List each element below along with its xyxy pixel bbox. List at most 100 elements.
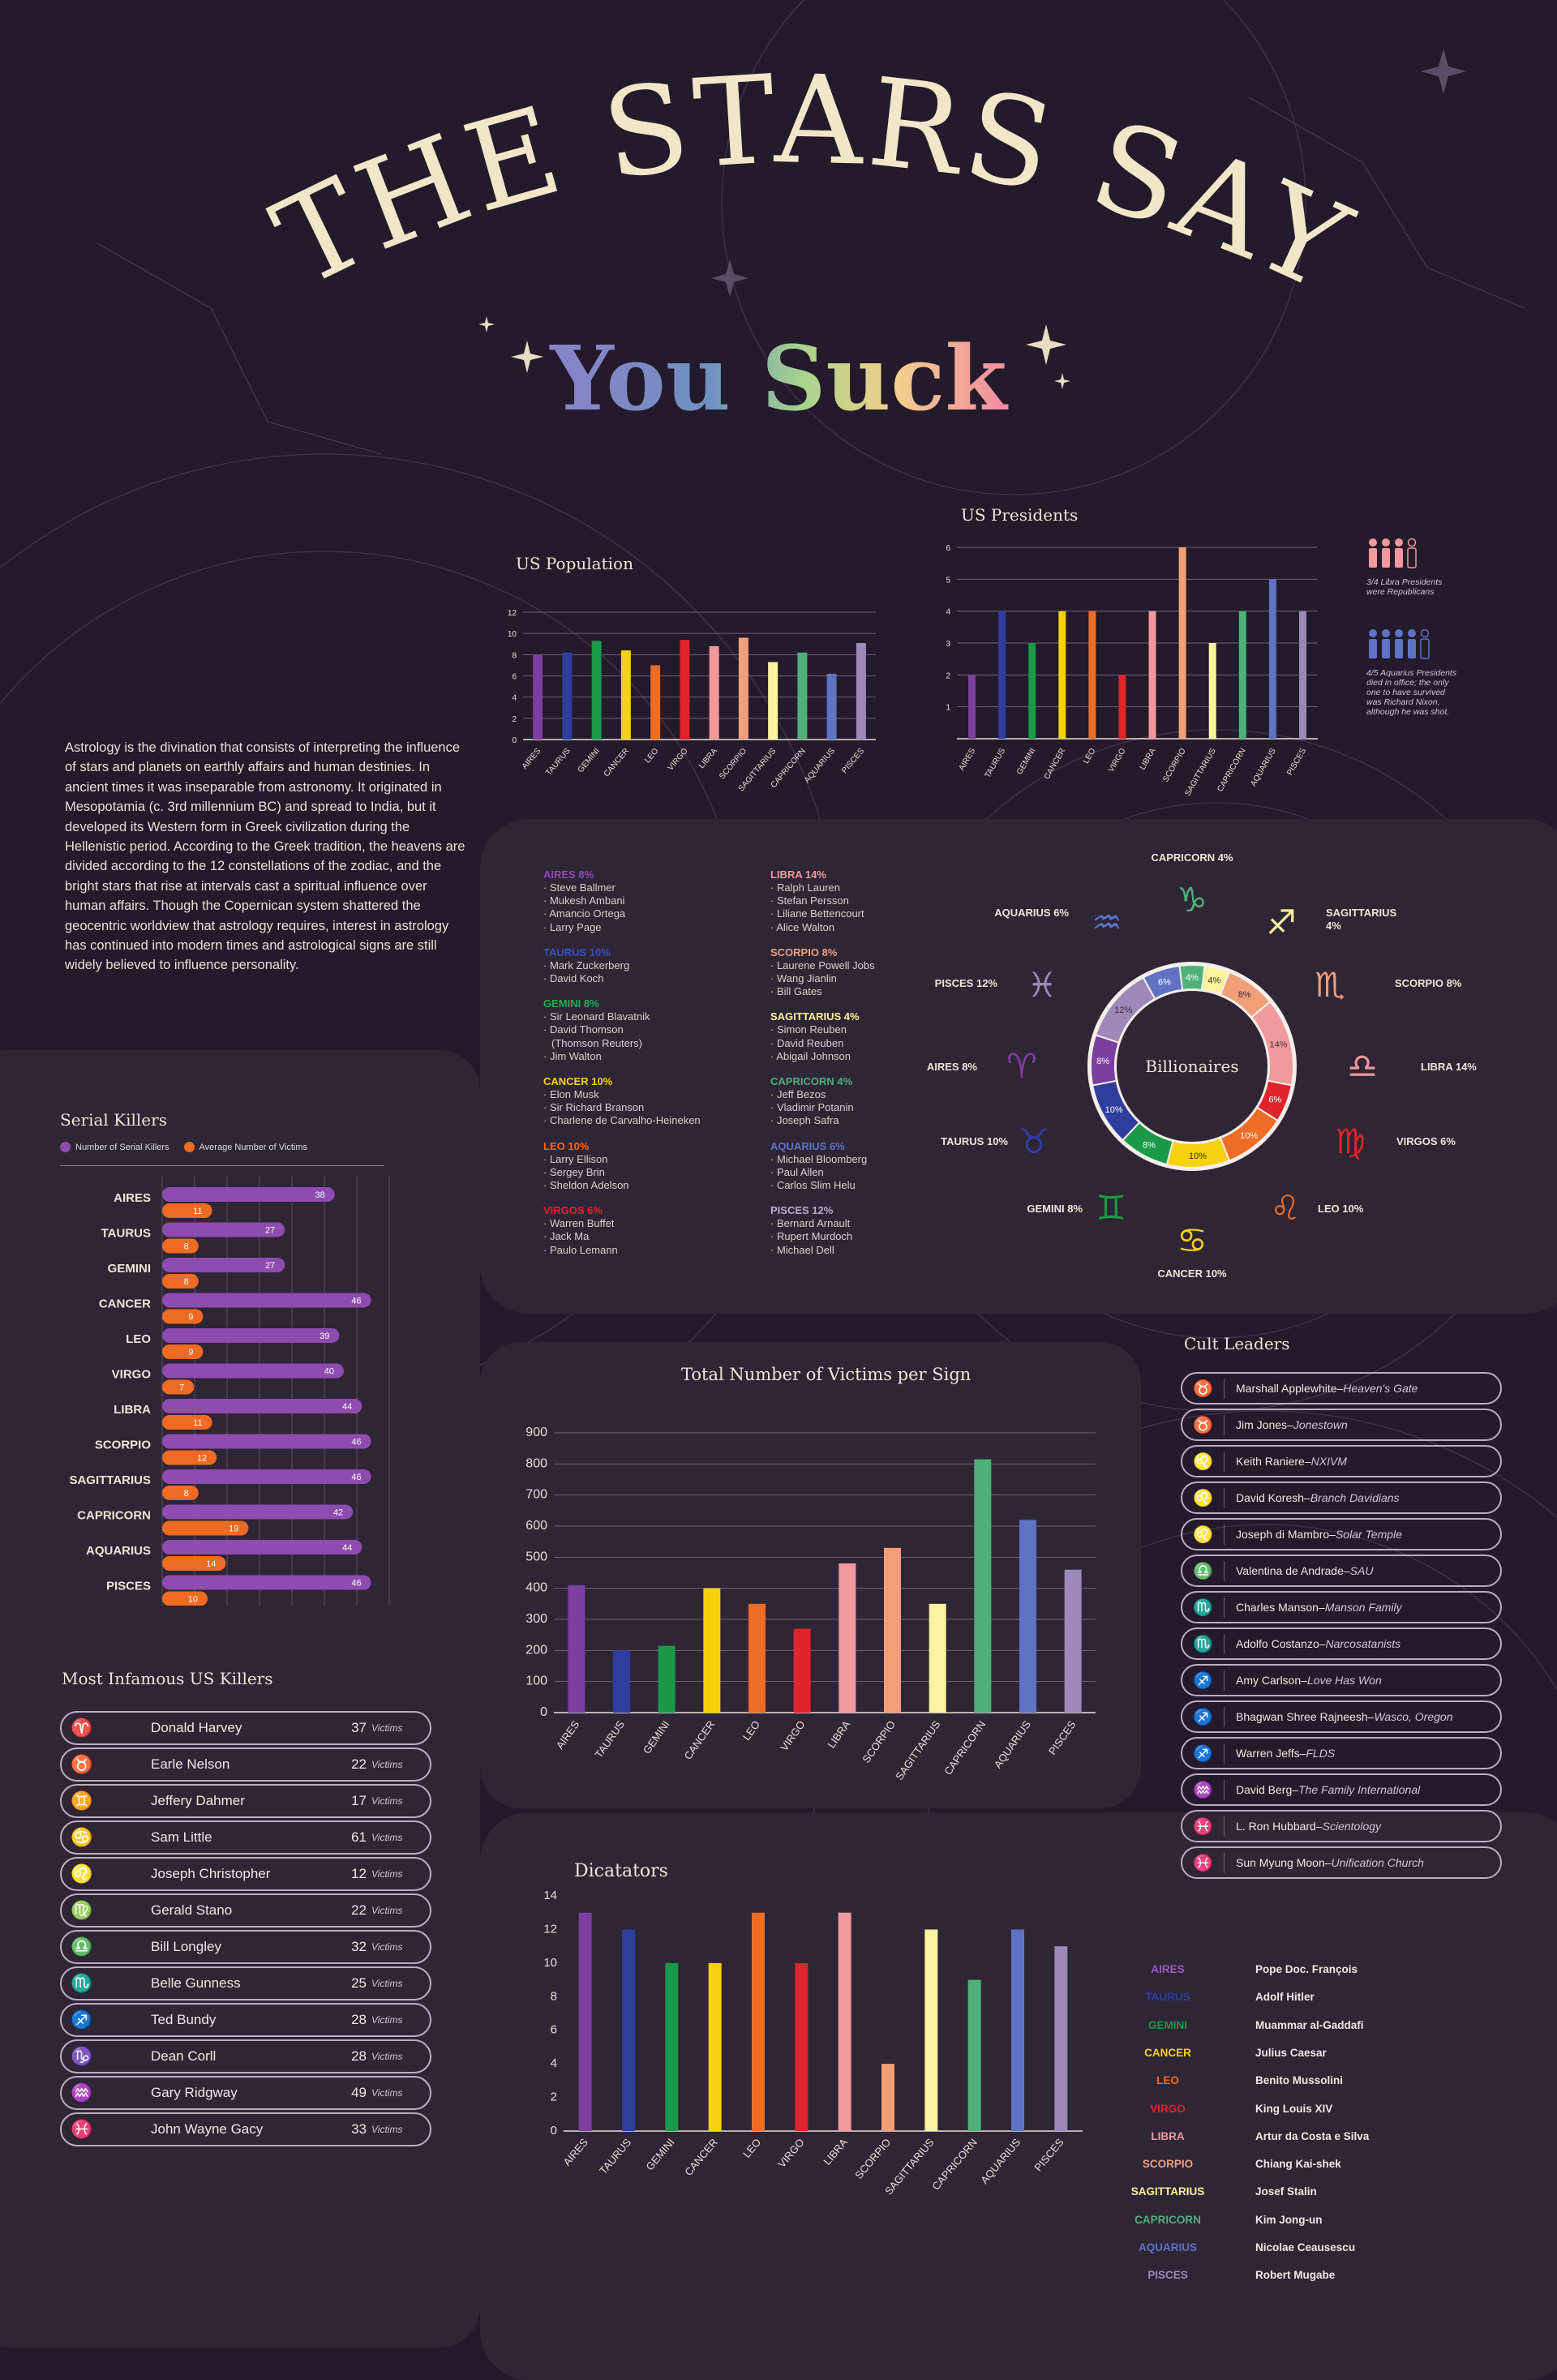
cult-leader: Marshall Applewhite–Heaven's Gate (1225, 1382, 1418, 1395)
x-tick-label: GEMINI (1015, 747, 1037, 776)
bar-capricorn (797, 652, 808, 740)
bar-value: 44 (342, 1402, 352, 1412)
x-tick-label: VIRGO (667, 747, 690, 773)
dictator-sign: SCORPIO (1142, 2158, 1194, 2171)
x-tick-label: SAGITTARIUS (893, 1718, 943, 1782)
x-tick-label: AQUARIUS (1249, 747, 1278, 788)
killer-name: Gerald Stano (151, 1902, 233, 1918)
dictator-name: Kim Jong-un (1255, 2213, 1323, 2226)
billionaire-name: · David Reuben (770, 1036, 844, 1049)
dictator-name: Nicolae Ceausescu (1255, 2241, 1356, 2253)
cult-leader-name: Valentina de Andrade– (1236, 1564, 1350, 1577)
bar-gemini (665, 1962, 679, 2131)
billionaire-name: · Mark Zuckerberg (543, 958, 630, 971)
serial-sign-label: AQUARIUS (86, 1544, 151, 1558)
billionaire-name: · Laurene Powell Jobs (770, 958, 875, 971)
cult-leader: David Koresh–Branch Davidians (1225, 1491, 1400, 1504)
title-graphic: THE STARS SAY You Suck (255, 49, 1367, 431)
y-tick-label: 3 (946, 640, 950, 649)
serial-sign-label: LEO (126, 1332, 151, 1346)
zodiac-icon: ♐ (1182, 1670, 1225, 1691)
cult-leader-name: Charles Manson– (1236, 1601, 1325, 1614)
cult-row: ♒ David Berg–The Family International (1181, 1773, 1502, 1806)
x-tick-label: TAURUS (597, 2136, 633, 2176)
bar-sagittarius (924, 1929, 938, 2131)
sparkle-icons (478, 316, 1070, 389)
cult-leader: Jim Jones–Jonestown (1225, 1418, 1348, 1431)
bar-aires (533, 654, 543, 740)
zodiac-icon: ♊ (1096, 1188, 1126, 1228)
bar-leo (1088, 611, 1096, 739)
bar-aquarius (1019, 1520, 1036, 1713)
x-tick-label: LIBRA (821, 2136, 850, 2168)
billionaire-name: · Steve Ballmer (543, 881, 616, 894)
y-tick-label: 700 (525, 1488, 547, 1502)
bar-value: 14 (206, 1559, 216, 1569)
zodiac-icon: ♌ (1182, 1451, 1225, 1472)
zodiac-icon: ♑ (71, 2046, 93, 2066)
x-tick-label: AIRES (958, 747, 978, 773)
bar-serial-killers (162, 1328, 340, 1343)
zodiac-icon: ♒ (1092, 903, 1122, 942)
killer-name: Jeffery Dahmer (151, 1793, 245, 1808)
killer-count: 25 (351, 1975, 367, 1991)
x-tick-label: CAPRICORN (1216, 747, 1248, 793)
serial-sign-label: CAPRICORN (77, 1509, 151, 1523)
dictator-sign: CAPRICORN (1135, 2213, 1201, 2226)
billionaire-name: (Thomson Reuters) (551, 1036, 642, 1049)
cult-leader: Sun Myung Moon–Unification Church (1225, 1856, 1424, 1869)
serial-sign-label: CANCER (99, 1297, 151, 1311)
bar-capricorn (1238, 611, 1246, 739)
cult-row: ♌ Keith Raniere–NXIVM (1181, 1445, 1502, 1477)
bar-leo (752, 1912, 765, 2131)
bar-value: 12 (197, 1454, 207, 1464)
cult-row: ♌ Joseph di Mambro–Solar Temple (1181, 1518, 1502, 1550)
killer-row: ♊ Jeffery Dahmer 17 Victims (60, 1784, 431, 1818)
zodiac-icon: ♋ (1177, 1220, 1207, 1260)
x-tick-label: LEO (740, 1718, 762, 1743)
x-tick-label: LEO (643, 747, 660, 765)
serial-killers-title: Serial Killers (60, 1110, 167, 1130)
dictator-sign: LEO (1156, 2074, 1179, 2087)
zodiac-icon: ♎ (71, 1936, 93, 1957)
x-tick-label: LIBRA (825, 1718, 852, 1751)
billionaire-name: · Rupert Murdoch (770, 1230, 853, 1243)
killer-row: ♎ Bill Longley 32 Victims (60, 1930, 431, 1964)
x-tick-label: SCORPIO (852, 2136, 893, 2181)
y-tick-label: 0 (551, 2124, 557, 2138)
bar-value: 46 (351, 1579, 361, 1589)
bar-value: 8 (184, 1277, 189, 1287)
zodiac-icon: ♒ (71, 2082, 93, 2103)
bar-libra (709, 645, 719, 740)
legend-label-victims: Average Number of Victims (199, 1142, 308, 1152)
zodiac-icon: ♌ (71, 1863, 93, 1884)
killer-name: Belle Gunness (151, 1975, 241, 1991)
billionaire-name: · Wang Jianlin (770, 972, 837, 985)
killer-count: 61 (351, 1829, 367, 1845)
zodiac-icon: ♓ (1182, 1852, 1225, 1873)
slice-label: 6% (1158, 977, 1171, 987)
y-tick-label: 4 (946, 608, 950, 617)
y-tick-label: 0 (512, 736, 517, 745)
zodiac-icon: ♉ (1019, 1121, 1049, 1161)
x-tick-label: PISCES (1032, 2136, 1066, 2173)
killer-row: ♒ Gary Ridgway 49 Victims (60, 2076, 431, 2110)
x-tick-label: LEO (1082, 747, 1098, 765)
killer-row: ♌ Joseph Christopher 12 Victims (60, 1857, 431, 1891)
billionaire-name: · David Thomson (543, 1023, 624, 1036)
billionaire-outer-label: SAGITTARIUS 4% (1326, 907, 1396, 932)
x-tick-label: SCORPIO (718, 747, 748, 782)
bar-cancer (1058, 611, 1066, 739)
aquarius-note-text: 4/5 Aquarius Presidents died in office; … (1366, 668, 1457, 717)
bar-aires (578, 1912, 592, 2131)
killer-name: Sam Little (151, 1829, 212, 1845)
killer-row: ♋ Sam Little 61 Victims (60, 1820, 431, 1855)
bar-serial-killers (162, 1504, 354, 1520)
cult-leader: Bhagwan Shree Rajneesh–Wasco, Oregon (1225, 1710, 1452, 1723)
billionaire-outer-label: TAURUS 10% (941, 1135, 1008, 1147)
zodiac-icon: ♍ (71, 1900, 93, 1920)
zodiac-icon: ♏ (71, 1973, 93, 1993)
serial-sign-label: SAGITTARIUS (69, 1473, 151, 1487)
y-tick-label: 10 (543, 1956, 557, 1970)
bar-serial-killers (162, 1222, 285, 1237)
